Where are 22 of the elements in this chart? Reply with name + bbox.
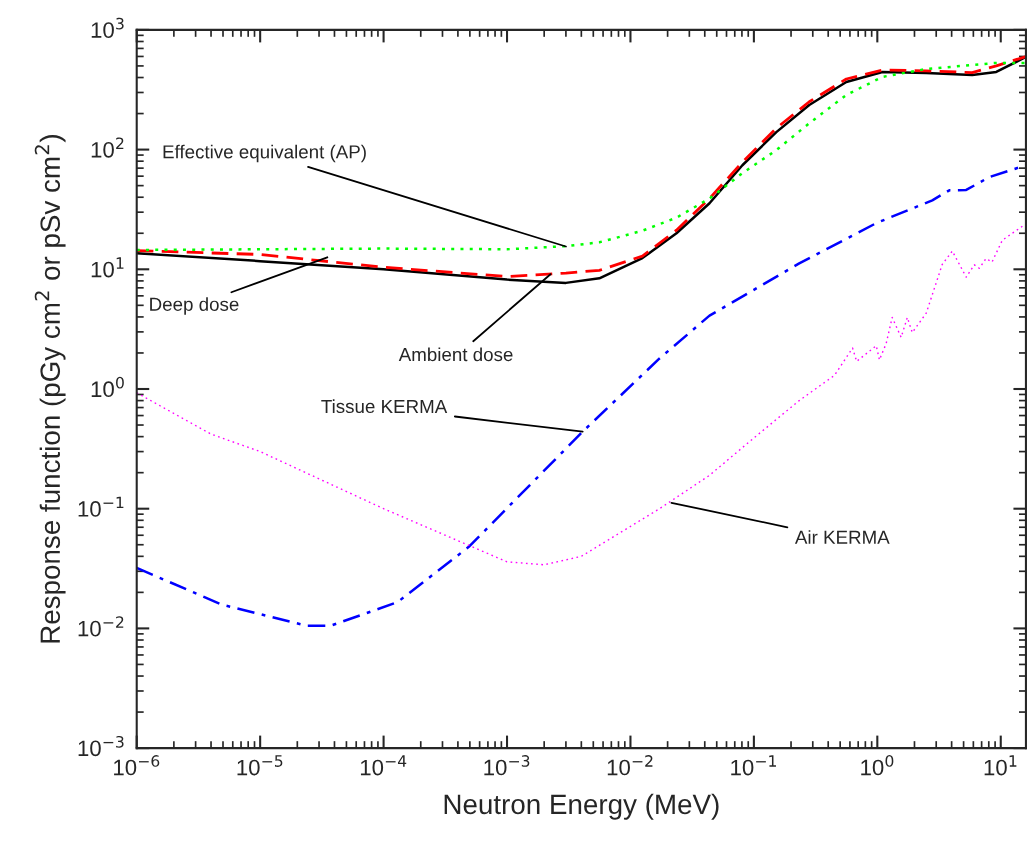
x-tick-label: 10$^{−2}$ [607,755,653,776]
y-tick-label: 10$^{0}$ [91,376,124,398]
annotation: Effective equivalent (AP) [163,144,366,163]
y-tick-label: 10$^{−3}$ [78,735,124,757]
annotation: Deep dose [150,297,239,315]
x-tick-label: 10$^{1}$ [984,755,1017,776]
y-axis-title: Response function (pGy cm$^{2}$ or pSv cm$^{2}$) [34,135,66,643]
y-tick-label: 10$^{1}$ [91,257,124,278]
x-tick-label: 10$^{−5}$ [237,755,283,776]
x-tick-label: 10$^{−4}$ [360,755,407,776]
annotation: Ambient dose [398,347,513,362]
x-axis-title: Neutron Energy (MeV) [444,793,719,820]
x-tick-label: 10$^{−1}$ [731,755,776,776]
y-tick-label: 10$^{3}$ [91,17,124,38]
y-tick-label: 10$^{2}$ [91,137,124,158]
annotation: Air KERMA [794,530,890,544]
y-tick-label: 10$^{−2}$ [78,616,124,637]
x-tick-label: 10$^{0}$ [861,755,894,776]
annotation: Tissue KERMA [321,399,448,414]
x-tick-label: 10$^{−3}$ [484,755,530,776]
x-tick-label: 10$^{−6}$ [114,755,160,776]
y-tick-label: 10$^{−1}$ [78,496,124,517]
